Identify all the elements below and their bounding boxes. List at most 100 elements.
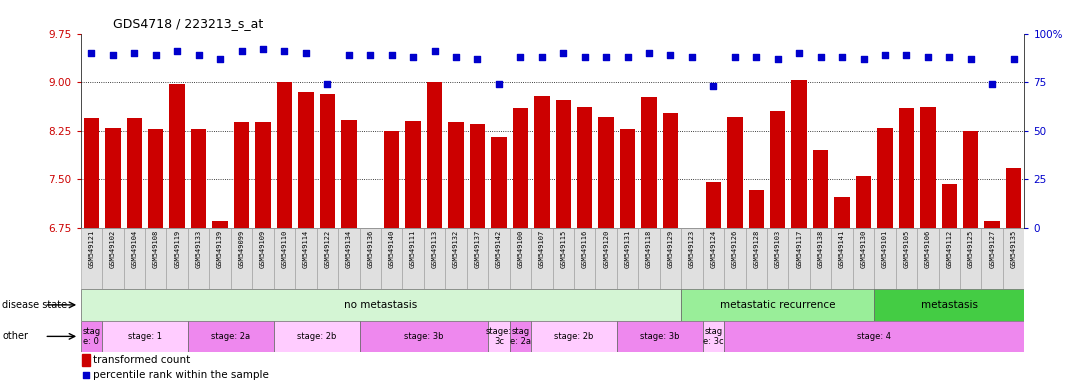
Bar xyxy=(727,116,742,228)
Bar xyxy=(491,137,507,228)
Bar xyxy=(638,228,660,289)
Point xyxy=(190,52,208,58)
Bar xyxy=(188,321,273,352)
Bar xyxy=(188,228,210,289)
Text: GSM549105: GSM549105 xyxy=(904,230,909,268)
Text: GSM549124: GSM549124 xyxy=(710,230,717,268)
Text: GSM549140: GSM549140 xyxy=(388,230,395,268)
Text: stage: 3b: stage: 3b xyxy=(405,332,443,341)
Bar xyxy=(424,228,445,289)
Bar xyxy=(384,131,399,228)
Point xyxy=(834,54,851,60)
Text: GSM549134: GSM549134 xyxy=(345,230,352,268)
Text: GSM549137: GSM549137 xyxy=(475,230,481,268)
Text: GSM549101: GSM549101 xyxy=(882,230,888,268)
Text: GSM549126: GSM549126 xyxy=(732,230,738,268)
Point xyxy=(254,46,271,52)
Bar xyxy=(145,228,167,289)
Bar xyxy=(273,228,295,289)
Text: GSM549119: GSM549119 xyxy=(174,230,180,268)
Bar xyxy=(877,127,893,228)
Bar xyxy=(703,321,724,352)
Bar xyxy=(641,97,656,228)
Text: GDS4718 / 223213_s_at: GDS4718 / 223213_s_at xyxy=(113,17,264,30)
Text: GSM549121: GSM549121 xyxy=(88,230,95,268)
Point xyxy=(362,52,379,58)
Bar xyxy=(920,107,935,228)
Text: GSM549130: GSM549130 xyxy=(861,230,866,268)
Point xyxy=(597,54,614,60)
Bar xyxy=(489,321,510,352)
Bar xyxy=(402,228,424,289)
Bar xyxy=(942,184,957,228)
Bar xyxy=(359,228,381,289)
Bar xyxy=(510,321,532,352)
Bar xyxy=(341,120,356,228)
Bar xyxy=(770,111,785,228)
Bar xyxy=(985,221,1000,228)
Point xyxy=(855,56,873,62)
Point xyxy=(640,50,657,56)
Point xyxy=(983,81,1001,87)
Point xyxy=(169,48,186,54)
Text: GSM549114: GSM549114 xyxy=(302,230,309,268)
Text: GSM549109: GSM549109 xyxy=(260,230,266,268)
Bar xyxy=(617,321,703,352)
Text: GSM549106: GSM549106 xyxy=(925,230,931,268)
Point xyxy=(77,372,95,378)
Bar xyxy=(595,228,617,289)
Text: stag
e: 0: stag e: 0 xyxy=(83,327,100,346)
Bar xyxy=(598,116,614,228)
Text: disease state: disease state xyxy=(2,300,68,310)
Bar xyxy=(963,131,978,228)
Bar xyxy=(170,84,185,228)
Bar xyxy=(534,96,550,228)
Bar xyxy=(363,228,378,230)
Point xyxy=(448,54,465,60)
Text: stag
e: 3c: stag e: 3c xyxy=(703,327,724,346)
Point xyxy=(897,52,915,58)
Bar xyxy=(1003,228,1024,289)
Bar xyxy=(792,80,807,228)
Text: stage: 4: stage: 4 xyxy=(858,332,891,341)
Point xyxy=(126,50,143,56)
Text: stag
e: 2a: stag e: 2a xyxy=(510,327,530,346)
Bar xyxy=(298,92,313,228)
Text: GSM549103: GSM549103 xyxy=(775,230,781,268)
Point xyxy=(104,52,122,58)
Bar xyxy=(810,228,832,289)
Bar xyxy=(555,100,571,228)
Bar xyxy=(105,127,121,228)
Bar xyxy=(574,228,595,289)
Text: GSM549115: GSM549115 xyxy=(561,230,566,268)
Point xyxy=(576,54,593,60)
Bar xyxy=(706,182,721,228)
Point xyxy=(748,54,765,60)
Text: GSM549100: GSM549100 xyxy=(518,230,523,268)
Text: GSM549132: GSM549132 xyxy=(453,230,459,268)
Text: no metastasis: no metastasis xyxy=(344,300,417,310)
Point xyxy=(1005,56,1022,62)
Point xyxy=(426,48,443,54)
Bar xyxy=(406,121,421,228)
Text: GSM549104: GSM549104 xyxy=(131,230,138,268)
Point xyxy=(726,54,744,60)
Text: GSM549125: GSM549125 xyxy=(967,230,974,268)
Bar xyxy=(102,228,124,289)
Bar xyxy=(855,176,872,228)
Bar xyxy=(853,228,874,289)
Bar xyxy=(489,228,510,289)
Point xyxy=(512,54,529,60)
Bar xyxy=(746,228,767,289)
Bar xyxy=(212,221,228,228)
Point xyxy=(297,50,314,56)
Bar xyxy=(467,228,489,289)
Text: GSM549131: GSM549131 xyxy=(624,230,631,268)
Bar xyxy=(338,228,359,289)
Point xyxy=(232,48,250,54)
Text: GSM549107: GSM549107 xyxy=(539,230,544,268)
Bar xyxy=(255,122,271,228)
Bar xyxy=(874,289,1024,321)
Bar xyxy=(917,228,938,289)
Bar xyxy=(620,129,635,228)
